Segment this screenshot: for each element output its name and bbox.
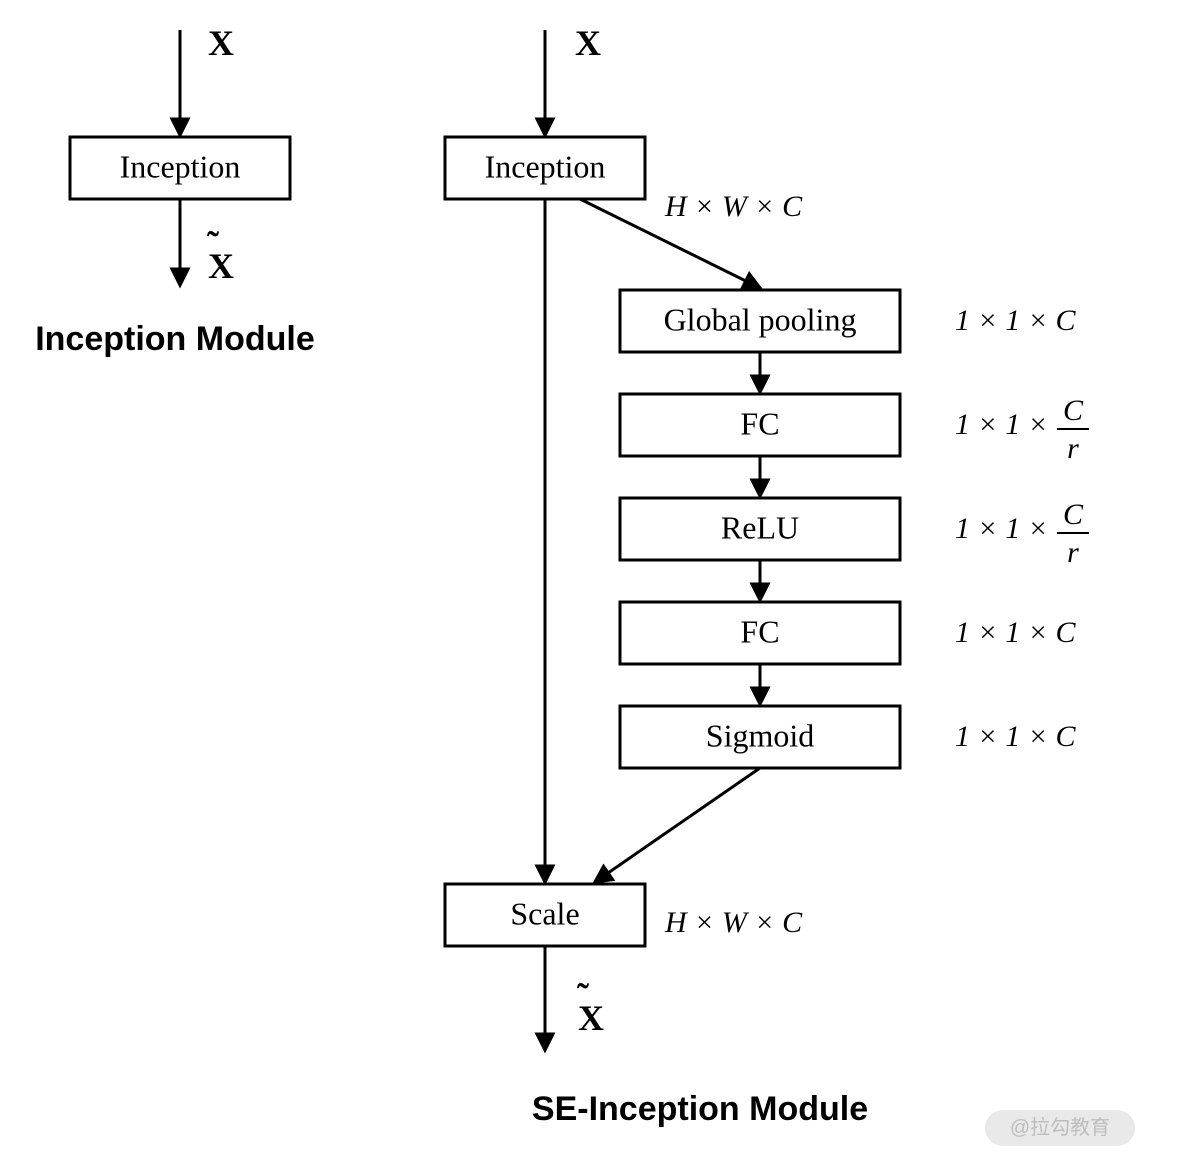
right-relu-dim: 1 × 1 × Cr: [955, 498, 1089, 569]
left-module-title: Inception Module: [35, 320, 315, 358]
left-output-symbol-tilde: ˜: [207, 224, 219, 264]
right-gpool-dim: 1 × 1 × C: [955, 304, 1076, 337]
svg-text:C: C: [1063, 394, 1084, 427]
right-sigmoid-label: Sigmoid: [706, 717, 814, 753]
right-sigmoid-dim: 1 × 1 × C: [955, 720, 1076, 753]
right-fc1-label: FC: [740, 405, 779, 441]
right-fc1-dim: 1 × 1 × Cr: [955, 394, 1089, 465]
right-scale-label: Scale: [510, 895, 579, 931]
svg-text:1 × 1 ×: 1 × 1 ×: [955, 408, 1048, 441]
svg-text:@拉勾教育: @拉勾教育: [1010, 1116, 1110, 1139]
right-inception-label: Inception: [485, 148, 606, 184]
right-fc2-dim: 1 × 1 × C: [955, 616, 1076, 649]
right-branch-out-arrow: [595, 768, 760, 882]
right-gpool-label: Global pooling: [664, 301, 857, 337]
right-module-title: SE-Inception Module: [532, 1090, 868, 1128]
svg-text:r: r: [1067, 536, 1079, 569]
right-fc2-label: FC: [740, 613, 779, 649]
svg-text:1 × 1 ×: 1 × 1 ×: [955, 512, 1048, 545]
watermark: @拉勾教育: [985, 1110, 1135, 1146]
right-relu-label: ReLU: [721, 509, 799, 545]
right-output-symbol-tilde: ˜: [577, 976, 589, 1016]
left-input-symbol: X: [208, 23, 234, 63]
right-inception-dim: H × W × C: [664, 190, 803, 223]
svg-text:C: C: [1063, 498, 1084, 531]
right-input-symbol: X: [575, 23, 601, 63]
svg-text:r: r: [1067, 432, 1079, 465]
right-scale-dim: H × W × C: [664, 906, 803, 939]
left-inception-label: Inception: [120, 148, 241, 184]
